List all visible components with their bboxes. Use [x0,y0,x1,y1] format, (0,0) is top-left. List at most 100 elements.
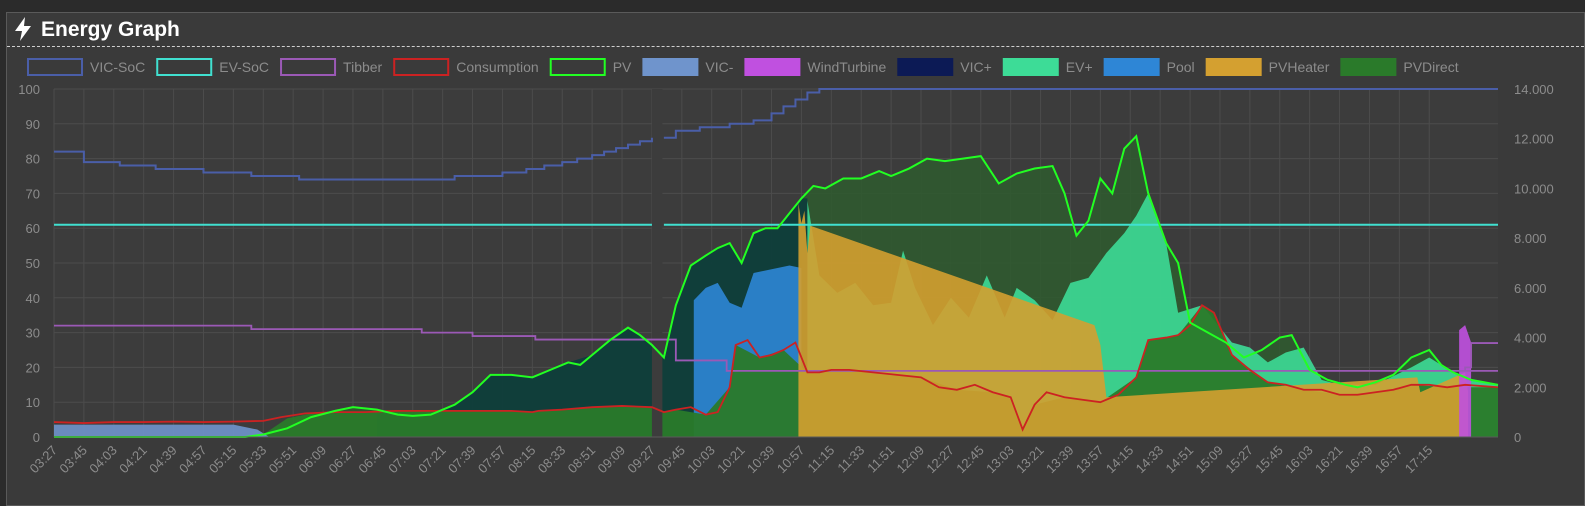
legend-label: PVHeater [1269,59,1330,75]
x-tick-label: 04:03 [86,443,120,477]
x-tick-label: 10:39 [744,443,778,477]
y-left-tick-label: 80 [26,152,40,167]
y-left-tick-label: 90 [26,117,40,132]
chart-legend: VIC-SoC EV-SoC Tibber Consumption PV VIC- Wind… [27,58,1459,76]
bolt-icon [15,17,31,41]
x-tick-label: 11:15 [804,443,837,476]
x-tick-label: 03:45 [56,443,90,477]
y-right-tick-label: 10.000 [1514,181,1554,196]
legend-swatch [1002,58,1059,76]
legend-item-windturbine: WindTurbine [744,58,886,76]
legend-item-pool: Pool [1103,58,1195,76]
legend-label: PV [613,59,632,75]
line-consumption [53,304,1499,432]
legend-item-pvheater: PVHeater [1205,58,1330,76]
chart-lines [53,88,1499,438]
legend-label: Tibber [343,59,383,75]
x-tick-label: 06:09 [296,443,330,477]
legend-item-pvdirect: PVDirect [1340,58,1459,76]
x-tick-label: 13:03 [983,443,1017,477]
x-tick-label: 13:57 [1073,443,1107,477]
y-left-tick-label: 60 [26,221,40,236]
legend-label: Consumption [456,59,539,75]
legend-item-ev-soc: EV-SoC [156,58,269,76]
legend-swatch [642,58,699,76]
y-left-tick-label: 30 [26,326,40,341]
line-vic-soc [663,88,1498,139]
x-tick-label: 08:33 [535,443,569,477]
y-right-tick-label: 2.000 [1514,380,1547,395]
y-right-tick-label: 6.000 [1514,281,1547,296]
legend-swatch [1103,58,1160,76]
x-tick-label: 04:21 [116,443,150,477]
legend-label: VIC+ [960,59,992,75]
legend-item-tibber: Tibber [280,58,383,76]
x-tick-label: 08:51 [565,443,599,477]
x-tick-label: 06:45 [355,443,389,477]
x-tick-label: 04:39 [146,443,180,477]
legend-swatch [897,58,954,76]
x-tick-label: 15:27 [1222,443,1256,477]
area-windturbine [1459,325,1472,437]
x-tick-label: 03:27 [27,443,61,477]
legend-swatch [1340,58,1397,76]
legend-swatch [27,58,83,76]
legend-item-vic-: VIC+ [897,58,992,76]
legend-item-ev-: EV+ [1002,58,1093,76]
legend-item-vic-soc: VIC-SoC [27,58,145,76]
legend-swatch [393,58,450,76]
x-tick-label: 05:33 [236,443,270,477]
x-tick-label: 12:45 [953,443,987,477]
legend-label: WindTurbine [807,59,886,75]
x-tick-label: 09:27 [624,443,658,477]
x-tick-label: 15:45 [1252,443,1286,477]
legend-swatch [744,58,801,76]
legend-item-vic-: VIC- [642,58,734,76]
line-pv [54,134,1499,438]
panel-title: Energy Graph [41,18,180,41]
x-tick-label: 15:09 [1192,443,1226,477]
x-tick-label: 10:03 [684,443,718,477]
legend-swatch [1205,58,1262,76]
x-tick-label: 14:33 [1133,443,1167,477]
line-tibber [54,324,1498,372]
x-tick-label: 10:21 [714,443,748,477]
x-tick-label: 09:09 [595,443,629,477]
x-tick-label: 11:33 [834,443,867,476]
x-tick-label: 05:51 [266,443,300,477]
x-tick-label: 16:21 [1312,443,1346,477]
x-tick-label: 07:03 [385,443,419,477]
y-right-tick-label: 4.000 [1514,331,1547,346]
legend-swatch [280,58,337,76]
x-tick-label: 11:51 [864,443,897,476]
x-tick-label: 10:57 [774,443,808,477]
y-right-tick-label: 12.000 [1514,132,1554,147]
y-left-tick-label: 20 [26,360,40,375]
x-tick-label: 07:39 [445,443,479,477]
legend-label: VIC- [705,59,733,75]
x-tick-label: 13:21 [1013,443,1047,477]
panel-header: Energy Graph [7,13,1584,47]
legend-label: Pool [1167,59,1195,75]
x-tick-label: 12:09 [893,443,927,477]
data-gap [651,89,663,437]
x-tick-label: 14:15 [1103,443,1137,477]
x-tick-label: 09:45 [654,443,688,477]
x-tick-label: 17:15 [1402,443,1436,477]
x-tick-label: 07:57 [475,443,509,477]
x-tick-label: 13:39 [1043,443,1077,477]
line-vic-soc [54,137,653,181]
legend-item-consumption: Consumption [393,58,539,76]
x-tick-label: 12:27 [923,443,957,477]
legend-item-pv: PV [549,58,632,76]
legend-label: PVDirect [1403,59,1458,75]
legend-label: EV+ [1066,59,1093,75]
x-tick-label: 16:57 [1372,443,1406,477]
y-left-tick-label: 50 [26,256,40,271]
x-tick-label: 07:21 [415,443,449,477]
x-tick-label: 05:15 [206,443,240,477]
x-tick-label: 14:51 [1163,443,1197,477]
legend-swatch [549,58,606,76]
x-tick-label: 08:15 [505,443,539,477]
